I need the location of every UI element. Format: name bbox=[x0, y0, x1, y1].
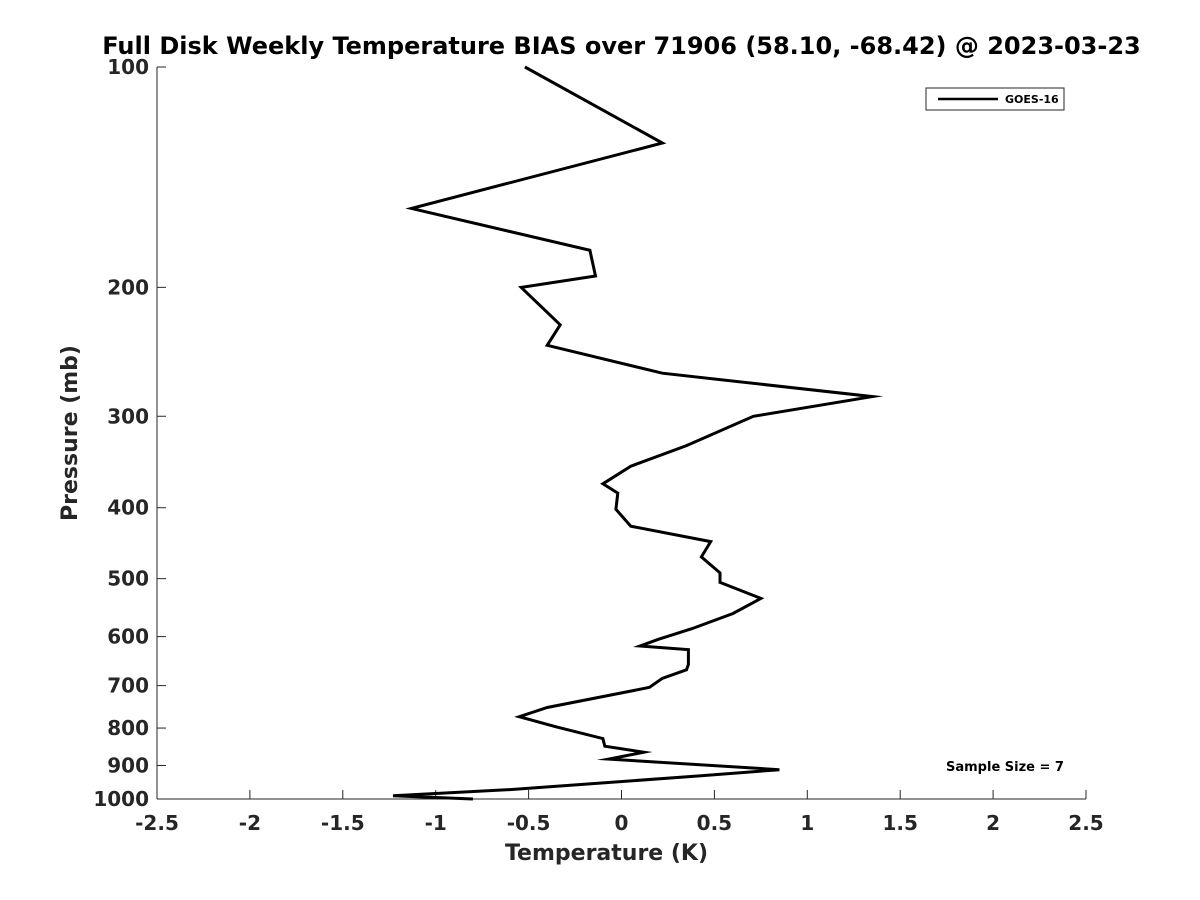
y-tick-label: 1000 bbox=[93, 787, 149, 811]
y-tick-label: 300 bbox=[107, 404, 149, 428]
y-tick-label: 600 bbox=[107, 625, 149, 649]
y-tick-label: 400 bbox=[107, 496, 149, 520]
y-tick-label: 200 bbox=[107, 275, 149, 299]
y-tick-label: 900 bbox=[107, 754, 149, 778]
axes-frame bbox=[157, 67, 1086, 799]
x-tick-label: 2 bbox=[986, 811, 1000, 835]
x-tick-label: -2.5 bbox=[135, 811, 179, 835]
series-line-goes-16 bbox=[392, 65, 884, 801]
x-tick-label: -0.5 bbox=[507, 811, 551, 835]
x-tick-label: 0.5 bbox=[697, 811, 732, 835]
plot-area: -2.5 -2 -1.5 -1 -0.5 0 0.5 1 1.5 2 2.5 100 200 300 40… bbox=[93, 55, 1103, 835]
x-tick-label: -1.5 bbox=[321, 811, 365, 835]
x-axis-ticks: -2.5 -2 -1.5 -1 -0.5 0 0.5 1 1.5 2 2.5 bbox=[135, 790, 1104, 835]
x-tick-label: 2.5 bbox=[1068, 811, 1103, 835]
chart-title: Full Disk Weekly Temperature BIAS over 7… bbox=[102, 32, 1141, 60]
y-tick-label: 500 bbox=[107, 567, 149, 591]
x-tick-label: 1.5 bbox=[882, 811, 917, 835]
x-tick-label: -2 bbox=[239, 811, 261, 835]
legend: GOES-16 bbox=[925, 87, 1065, 111]
y-tick-label: 100 bbox=[107, 55, 149, 79]
y-tick-label: 800 bbox=[107, 716, 149, 740]
series-layer bbox=[392, 65, 884, 801]
legend-label-goes-16: GOES-16 bbox=[1005, 93, 1059, 106]
y-axis-label: Pressure (mb) bbox=[58, 345, 83, 521]
x-tick-label: 0 bbox=[615, 811, 629, 835]
x-axis-label: Temperature (K) bbox=[505, 841, 708, 866]
x-tick-label: 1 bbox=[800, 811, 814, 835]
x-tick-label: -1 bbox=[425, 811, 447, 835]
y-axis-ticks: 100 200 300 400 500 600 700 800 900 1000 bbox=[93, 55, 166, 811]
y-tick-label: 700 bbox=[107, 674, 149, 698]
sample-size-annotation: Sample Size = 7 bbox=[946, 760, 1064, 775]
